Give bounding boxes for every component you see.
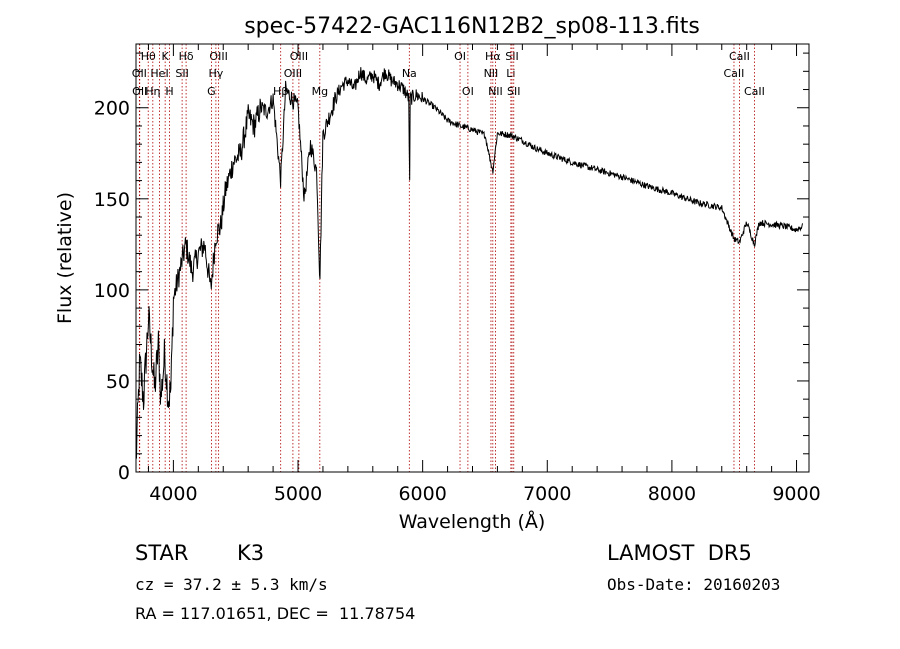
x-axis: 4000 5000 6000 7000 8000 9000: [147, 44, 821, 505]
y-tick-label: 0: [118, 462, 130, 484]
spectral-line-label: CaII: [729, 50, 750, 63]
spectral-line-label: HeI: [150, 67, 168, 80]
spectral-line-label: SII: [507, 85, 520, 98]
spectral-line-label: CaII: [744, 85, 765, 98]
spectral-line-label: OIII: [209, 50, 227, 63]
x-tick-label: 8000: [648, 483, 696, 505]
spectral-line-label: SII: [505, 50, 518, 63]
x-tick-label: 5000: [274, 483, 322, 505]
y-axis: 0 50 100 150 200: [94, 52, 809, 484]
x-tick-label: 9000: [772, 483, 820, 505]
spectral-line-label: OI: [454, 50, 466, 63]
spectrum-chart: spec-57422-GAC116N12B2_sp08-113.fits Hθ O…: [54, 14, 821, 533]
object-class: STAR: [135, 541, 189, 565]
x-tick-label: 7000: [523, 483, 571, 505]
coordinates-readout: RA = 117.01651, DEC = 11.78754: [135, 604, 416, 623]
x-tick-label: 6000: [398, 483, 446, 505]
x-axis-label: Wavelength (Å): [399, 510, 546, 533]
object-subclass: K3: [237, 541, 265, 565]
spectral-line-label: Na: [402, 67, 417, 80]
spectral-line-label: Hβ: [273, 85, 288, 98]
y-axis-label: Flux (relative): [54, 192, 76, 324]
chart-title: spec-57422-GAC116N12B2_sp08-113.fits: [244, 14, 700, 39]
spectral-line-label: Hα: [485, 50, 501, 63]
spectral-line-label: Li: [506, 67, 515, 80]
spectral-line-label: K: [162, 50, 170, 63]
spectral-line-label: H: [165, 85, 173, 98]
y-tick-label: 200: [94, 98, 130, 120]
spectral-line-label: OI: [462, 85, 474, 98]
survey-release: LAMOST DR5: [607, 541, 752, 565]
spectral-line-label: Hη: [145, 85, 160, 98]
redshift-readout: cz = 37.2 ± 5.3 km/s: [135, 575, 328, 594]
spectral-line-label: NII: [488, 85, 503, 98]
spectral-line-label: CaII: [724, 67, 745, 80]
spectral-line-label: OIII: [290, 50, 308, 63]
y-tick-label: 50: [106, 371, 130, 393]
spectral-line-label: Hθ: [141, 50, 156, 63]
plot-frame: [135, 43, 810, 473]
observation-date: Obs-Date: 20160203: [607, 575, 781, 594]
spectral-line-label: Mg: [312, 85, 328, 98]
x-tick-label: 4000: [149, 483, 197, 505]
spectral-line-label: G: [207, 85, 216, 98]
spectral-line-label: Hδ: [179, 50, 194, 63]
spectral-line-label: NII: [484, 67, 499, 80]
spectral-line-label: OIII: [284, 67, 302, 80]
spectrum-line: [135, 67, 803, 459]
y-tick-label: 100: [94, 280, 130, 302]
y-tick-label: 150: [94, 189, 130, 211]
spectral-line-label: Hγ: [208, 67, 223, 80]
spectral-line-label: SII: [175, 67, 188, 80]
